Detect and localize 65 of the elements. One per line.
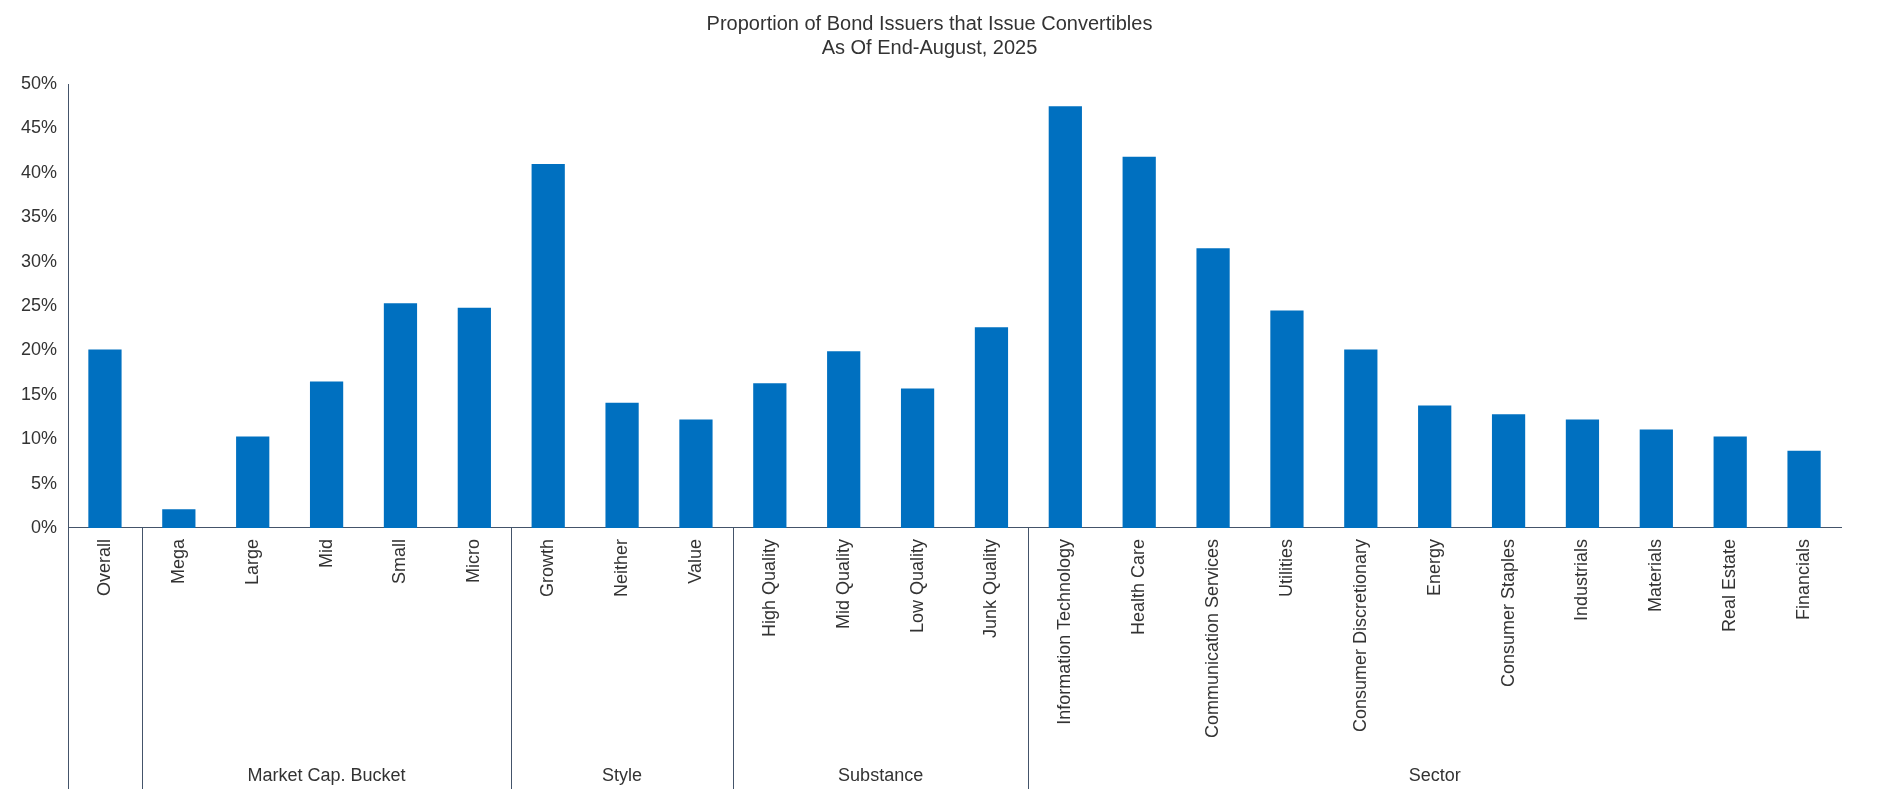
x-tick-label: Mega: [167, 537, 188, 584]
text: Style: [602, 764, 643, 785]
bar: [974, 327, 1009, 528]
x-tick-label: Overall: [93, 538, 114, 596]
text: Substance: [838, 764, 924, 785]
y-tick-label: 30%: [21, 250, 58, 271]
x-tick-label: Junk Quality: [980, 538, 1001, 638]
y-tick-label: 45%: [21, 117, 58, 138]
y-tick-label: 20%: [21, 339, 58, 360]
bar: [753, 383, 787, 528]
y-tick-label: 50%: [21, 72, 58, 93]
x-tick-label: Health Care: [1128, 538, 1149, 635]
bar: [1787, 450, 1821, 528]
bar: [88, 349, 122, 528]
y-tick-label: 5%: [31, 472, 58, 493]
bar: [1713, 436, 1747, 528]
x-tick-label: Mid: [315, 538, 336, 568]
bar: [1270, 310, 1304, 528]
bar: [236, 436, 270, 528]
x-tick-label: Real Estate: [1719, 538, 1740, 632]
y-tick-label: 15%: [21, 383, 58, 404]
bar: [679, 419, 713, 528]
x-tick-label: Neither: [611, 538, 632, 597]
x-tick-label: Mid Quality: [832, 538, 853, 629]
x-tick-label: Growth: [537, 538, 558, 597]
bar: [1048, 106, 1082, 528]
y-tick-label: 40%: [21, 161, 58, 182]
x-tick-label: Micro: [463, 538, 484, 583]
bar: [1196, 248, 1230, 528]
x-tick-label: Consumer Discretionary: [1349, 538, 1370, 732]
text: Market Cap. Bucket: [247, 764, 406, 785]
x-tick-label: High Quality: [758, 538, 779, 637]
chart-subtitle: As Of End-August, 2025: [821, 35, 1038, 58]
bar: [309, 381, 344, 528]
x-tick-label: Small: [389, 538, 410, 584]
bar: [162, 509, 196, 528]
x-tick-label: Information Technology: [1054, 538, 1075, 725]
x-tick-label: Materials: [1645, 538, 1666, 612]
chart-title: Proportion of Bond Issuers that Issue Convertibles: [706, 11, 1153, 34]
bar: [1344, 349, 1378, 528]
y-tick-label: 10%: [21, 428, 58, 449]
x-tick-label: Communication Services: [1202, 538, 1223, 739]
bar: [457, 307, 491, 528]
x-tick-label: Large: [241, 538, 262, 585]
x-tick-label: Value: [684, 538, 705, 584]
bar: [827, 351, 861, 528]
bar: [1565, 419, 1600, 528]
x-tick-label: Utilities: [1275, 538, 1296, 597]
y-tick-label: 25%: [21, 294, 58, 315]
x-tick-label: Low Quality: [906, 538, 927, 633]
y-tick-label: 0%: [31, 516, 58, 537]
x-tick-label: Consumer Staples: [1497, 538, 1518, 688]
bar: [383, 303, 418, 528]
bar: [605, 402, 639, 528]
x-tick-label: Financials: [1793, 538, 1814, 620]
bar: [1491, 414, 1526, 528]
bar: [1122, 156, 1156, 528]
bar: [1639, 429, 1673, 528]
y-tick-label: 35%: [21, 206, 58, 227]
bar: [900, 388, 935, 528]
text: Sector: [1408, 764, 1461, 785]
bar: [531, 163, 565, 528]
x-tick-label: Industrials: [1571, 538, 1592, 621]
bar: [1418, 405, 1452, 528]
x-tick-label: Energy: [1423, 538, 1444, 596]
